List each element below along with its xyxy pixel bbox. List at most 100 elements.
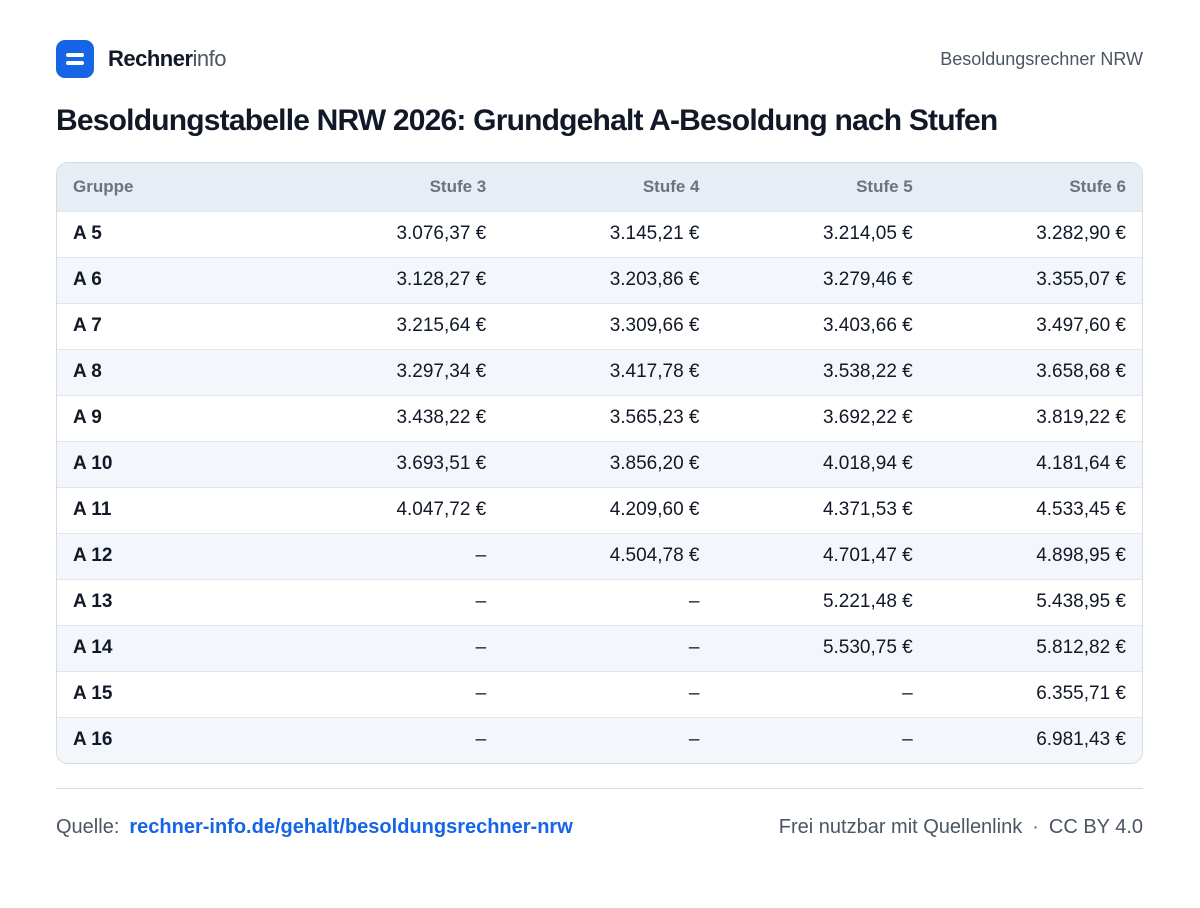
brand-name: Rechnerinfo (108, 46, 227, 72)
page-header: Rechnerinfo Besoldungsrechner NRW (56, 40, 1143, 78)
column-header-gruppe: Gruppe (73, 176, 134, 196)
cell-stufe-4: 3.856,20 € (609, 453, 700, 474)
cell-stufe-6: 5.812,82 € (1036, 637, 1126, 658)
cell-stufe-5: 3.692,22 € (822, 407, 913, 428)
page-footer: Quelle: rechner-info.de/gehalt/besoldungs… (56, 812, 1143, 842)
cell-gruppe: A 5 (73, 223, 102, 244)
table-header-row: Gruppe Stufe 3 Stufe 4 Stufe 5 Stufe 6 (57, 163, 1142, 211)
cell-stufe-3: 4.047,72 € (396, 499, 487, 520)
cell-stufe-6: 4.181,64 € (1036, 453, 1126, 474)
table-row: A 16 – – – 6.981,43 € (57, 717, 1142, 763)
table-row: A 7 3.215,64 € 3.309,66 € 3.403,66 € 3.497,6… (57, 303, 1142, 349)
column-header-stufe-4: Stufe 4 (642, 176, 700, 196)
salary-table: Gruppe Stufe 3 Stufe 4 Stufe 5 Stufe 6 A 5 3.… (57, 163, 1142, 763)
source: Quelle: rechner-info.de/gehalt/besoldungs… (56, 816, 573, 839)
page-label: Besoldungsrechner NRW (940, 48, 1143, 69)
cell-stufe-3: – (475, 637, 487, 658)
table-row: A 5 3.076,37 € 3.145,21 € 3.214,05 € 3.282,9… (57, 211, 1142, 257)
table-row: A 9 3.438,22 € 3.565,23 € 3.692,22 € 3.819,2… (57, 395, 1142, 441)
cell-stufe-6: 6.355,71 € (1036, 683, 1126, 704)
cell-gruppe: A 14 (73, 637, 113, 658)
cell-gruppe: A 15 (73, 683, 113, 704)
cell-gruppe: A 12 (73, 545, 113, 566)
cell-stufe-6: 4.533,45 € (1036, 499, 1126, 520)
cell-stufe-4: – (688, 591, 700, 612)
license-label: CC BY 4.0 (1048, 815, 1143, 838)
table-row: A 11 4.047,72 € 4.209,60 € 4.371,53 € 4.533,… (57, 487, 1142, 533)
cell-stufe-4: 4.209,60 € (609, 499, 700, 520)
cell-stufe-5: 5.530,75 € (822, 637, 913, 658)
cell-stufe-3: 3.215,64 € (396, 315, 487, 336)
table-row: A 8 3.297,34 € 3.417,78 € 3.538,22 € 3.658,6… (57, 349, 1142, 395)
cell-stufe-5: 3.538,22 € (822, 361, 913, 382)
cell-stufe-3: – (475, 545, 487, 566)
cell-stufe-6: 3.282,90 € (1036, 223, 1126, 244)
cell-stufe-3: – (475, 683, 487, 704)
cell-stufe-6: 4.898,95 € (1036, 545, 1126, 566)
footer-divider (56, 788, 1143, 789)
cell-stufe-5: 5.221,48 € (822, 591, 913, 612)
cell-stufe-5: – (902, 683, 913, 704)
cell-stufe-4: 3.203,86 € (609, 269, 700, 290)
cell-gruppe: A 9 (73, 407, 102, 428)
cell-gruppe: A 6 (73, 269, 102, 290)
cell-stufe-6: 6.981,43 € (1036, 729, 1126, 751)
cell-stufe-3: 3.076,37 € (396, 223, 487, 244)
source-label: Quelle: (56, 815, 120, 838)
brand[interactable]: Rechnerinfo (56, 40, 227, 78)
cell-stufe-4: 3.145,21 € (609, 223, 700, 244)
cell-gruppe: A 8 (73, 361, 102, 382)
cell-gruppe: A 16 (73, 729, 113, 751)
table-body: A 5 3.076,37 € 3.145,21 € 3.214,05 € 3.282,9… (57, 211, 1142, 763)
cell-stufe-5: 4.701,47 € (822, 545, 913, 566)
usage-note: Frei nutzbar mit Quellenlink (778, 815, 1023, 838)
logo-bar-top (66, 53, 84, 57)
cell-gruppe: A 11 (73, 499, 112, 520)
cell-stufe-3: 3.693,51 € (396, 453, 487, 474)
cell-stufe-4: 3.417,78 € (609, 361, 700, 382)
column-header-stufe-5: Stufe 5 (856, 176, 913, 196)
column-header-stufe-3: Stufe 3 (429, 176, 487, 196)
table-row: A 6 3.128,27 € 3.203,86 € 3.279,46 € 3.355,0… (57, 257, 1142, 303)
cell-stufe-5: – (902, 729, 913, 751)
cell-stufe-4: – (688, 637, 700, 658)
cell-stufe-6: 3.658,68 € (1036, 361, 1126, 382)
table-row: A 15 – – – 6.355,71 € (57, 671, 1142, 717)
table-row: A 12 – 4.504,78 € 4.701,47 € 4.898,95 € (57, 533, 1142, 579)
source-link[interactable]: rechner-info.de/gehalt/besoldungsrechner… (129, 815, 573, 838)
cell-stufe-5: 4.018,94 € (822, 453, 913, 474)
cell-stufe-4: – (688, 683, 700, 704)
cell-stufe-5: 4.371,53 € (822, 499, 913, 520)
rechnerinfo-logo-icon (56, 40, 94, 78)
cell-stufe-5: 3.403,66 € (822, 315, 913, 336)
cell-gruppe: A 10 (73, 453, 113, 474)
brand-name-strong: Rechner (108, 46, 193, 71)
logo-bar-bottom (66, 61, 84, 65)
cell-stufe-6: 5.438,95 € (1036, 591, 1126, 612)
cell-stufe-5: 3.279,46 € (822, 269, 913, 290)
cell-stufe-4: 3.565,23 € (609, 407, 700, 428)
brand-name-light: info (192, 46, 227, 71)
table-row: A 13 – – 5.221,48 € 5.438,95 € (57, 579, 1142, 625)
footer-separator: · (1032, 815, 1039, 838)
cell-stufe-3: 3.128,27 € (396, 269, 487, 290)
cell-stufe-6: 3.819,22 € (1036, 407, 1126, 428)
cell-stufe-3: 3.438,22 € (396, 407, 487, 428)
salary-table-container: Gruppe Stufe 3 Stufe 4 Stufe 5 Stufe 6 A 5 3.… (56, 162, 1143, 764)
cell-stufe-6: 3.497,60 € (1036, 315, 1126, 336)
cell-stufe-4: – (688, 729, 700, 751)
cell-stufe-4: 3.309,66 € (609, 315, 700, 336)
cell-stufe-3: – (475, 591, 487, 612)
page-title: Besoldungstabelle NRW 2026: Grundgehalt … (56, 104, 998, 137)
cell-stufe-5: 3.214,05 € (822, 223, 913, 244)
cell-stufe-6: 3.355,07 € (1036, 269, 1126, 290)
cell-gruppe: A 13 (73, 591, 113, 612)
cell-stufe-4: 4.504,78 € (609, 545, 700, 566)
table-row: A 14 – – 5.530,75 € 5.812,82 € (57, 625, 1142, 671)
column-header-stufe-6: Stufe 6 (1069, 176, 1126, 196)
license-note: Frei nutzbar mit Quellenlink · CC BY 4.0 (779, 816, 1143, 839)
cell-gruppe: A 7 (73, 315, 102, 336)
cell-stufe-3: – (475, 729, 487, 751)
table-row: A 10 3.693,51 € 3.856,20 € 4.018,94 € 4.181,… (57, 441, 1142, 487)
cell-stufe-3: 3.297,34 € (396, 361, 487, 382)
